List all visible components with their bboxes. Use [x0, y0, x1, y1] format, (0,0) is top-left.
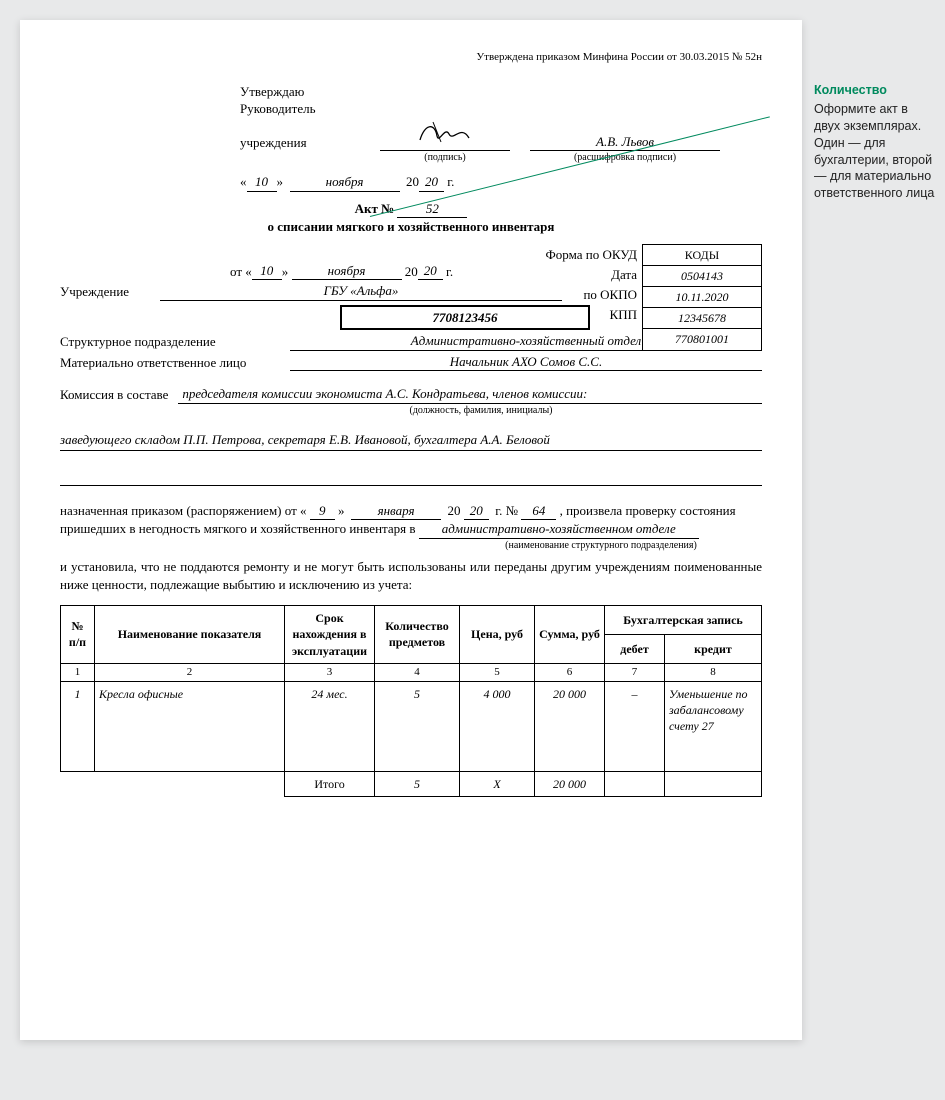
th-acc: Бухгалтерская запись	[605, 606, 762, 635]
cell-qty: 5	[375, 681, 460, 771]
order-p3: 20	[448, 503, 461, 518]
cell-price: 4 000	[460, 681, 535, 771]
cell-name: Кресла офисные	[95, 681, 285, 771]
order-line3: и установила, что не поддаются ремонту и…	[60, 558, 762, 593]
title-number: 52	[397, 200, 467, 219]
commission-members: заведующего складом П.П. Петрова, секрет…	[60, 431, 762, 451]
cell-period: 24 мес.	[285, 681, 375, 771]
approve-l3: учреждения	[240, 134, 370, 152]
coln-1: 1	[61, 663, 95, 681]
meta-block: КОДЫ 0504143 10.11.2020 12345678 7708010…	[60, 244, 762, 372]
codes-date: 10.11.2020	[643, 287, 761, 308]
approve-l2: Руководитель	[240, 100, 370, 118]
from-mid: »	[282, 263, 289, 281]
approve-block: Утверждаю Руководитель учреждения А.В. Л…	[240, 83, 762, 165]
codes-kpp: 770801001	[643, 329, 761, 349]
order-p4: г. №	[495, 503, 518, 518]
th-num: № п/п	[61, 606, 95, 664]
cell-n: 1	[61, 681, 95, 771]
th-price: Цена, руб	[460, 606, 535, 664]
okud-label: Форма по ОКУД	[497, 246, 637, 264]
coln-6: 6	[535, 663, 605, 681]
approval-stamp: Утверждена приказом Минфина России от 30…	[60, 50, 762, 65]
commission-chair-cap: (должность, фамилия, инициалы)	[200, 404, 762, 418]
inventory-table: № п/п Наименование показателя Срок нахож…	[60, 605, 762, 797]
doc-subtitle: о списании мягкого и хозяйственного инве…	[60, 218, 762, 236]
coln-8: 8	[665, 663, 762, 681]
callout-box: Количество Оформите акт в двух экземп­ля…	[814, 20, 935, 202]
commission-block: Комиссия в составе председателя комиссии…	[60, 385, 762, 485]
codes-header: КОДЫ	[643, 245, 761, 266]
total-qty: 5	[375, 771, 460, 796]
order-line2a: пришедших в негодность мягкого и хозяйст…	[60, 521, 416, 536]
order-block: назначенная приказом (распоряжением) от …	[60, 502, 762, 594]
resp-value: Начальник АХО Сомов С.С.	[290, 353, 762, 372]
coln-2: 2	[95, 663, 285, 681]
from-day: 10	[252, 262, 282, 281]
table-row: 1 Кресла офисные 24 мес. 5 4 000 20 000 …	[61, 681, 762, 771]
coln-5: 5	[460, 663, 535, 681]
coln-7: 7	[605, 663, 665, 681]
from-g: г.	[446, 263, 453, 281]
approve-l1: Утверждаю	[240, 83, 370, 101]
kpp-label: КПП	[497, 306, 637, 324]
from-year-pref: 20	[405, 263, 418, 281]
table-total-row: Итого 5 X 20 000	[61, 771, 762, 796]
codes-okpo: 12345678	[643, 308, 761, 329]
total-label: Итого	[285, 771, 375, 796]
th-credit: кредит	[665, 634, 762, 663]
order-year: 20	[464, 502, 489, 521]
from-prefix: от «	[230, 263, 252, 281]
approve-month: ноября	[290, 173, 400, 192]
th-period: Срок нахождения в эксплуа­тации	[285, 606, 375, 664]
order-dept-cap: (наименование структурного подразделения…	[440, 539, 762, 553]
codes-okud: 0504143	[643, 266, 761, 287]
order-p5: , произвела проверку состояния	[560, 503, 736, 518]
callout-body: Оформите акт в двух экземп­лярах. Один —…	[814, 101, 935, 202]
coln-4: 4	[375, 663, 460, 681]
order-dept: административно-хозяйственном отделе	[419, 520, 699, 539]
doc-title: Акт № 52	[60, 200, 762, 219]
cell-credit: Уменьшение по забалансо­вому счету 27	[665, 681, 762, 771]
okpo-label: по ОКПО	[497, 286, 637, 304]
th-debit: дебет	[605, 634, 665, 663]
total-price: X	[460, 771, 535, 796]
total-sum: 20 000	[535, 771, 605, 796]
approve-g: г.	[447, 174, 454, 189]
th-name: Наименование показателя	[95, 606, 285, 664]
order-month: января	[351, 502, 441, 521]
resp-label: Материально ответственное лицо	[60, 354, 290, 372]
commission-chair: председателя комиссии экономиста А.С. Ко…	[178, 385, 762, 404]
signature-icon	[415, 118, 475, 146]
name-caption: (расшифровка подписи)	[520, 151, 730, 165]
blank-line	[60, 467, 762, 486]
from-year: 20	[418, 262, 443, 281]
commission-intro: Комиссия в составе	[60, 386, 178, 404]
order-p1: назначенная приказом (распоряжением) от …	[60, 503, 307, 518]
approve-day: 10	[247, 173, 277, 192]
inst-label: Учреждение	[60, 283, 160, 301]
title-prefix: Акт №	[355, 201, 395, 216]
sig-caption: (подпись)	[370, 151, 520, 165]
from-month: ноября	[292, 262, 402, 281]
codes-box: КОДЫ 0504143 10.11.2020 12345678 7708010…	[642, 244, 762, 351]
cell-sum: 20 000	[535, 681, 605, 771]
date-label: Дата	[497, 266, 637, 284]
order-p2: »	[338, 503, 345, 518]
coln-3: 3	[285, 663, 375, 681]
order-num: 64	[521, 502, 556, 521]
document-paper: Утверждена приказом Минфина России от 30…	[20, 20, 802, 1040]
order-day: 9	[310, 502, 335, 521]
approve-year: 20	[419, 173, 444, 192]
callout-title: Количество	[814, 82, 935, 99]
dept-label: Структурное подразделение	[60, 333, 290, 351]
cell-debit: –	[605, 681, 665, 771]
th-sum: Сумма, руб	[535, 606, 605, 664]
th-qty: Количество предметов	[375, 606, 460, 664]
